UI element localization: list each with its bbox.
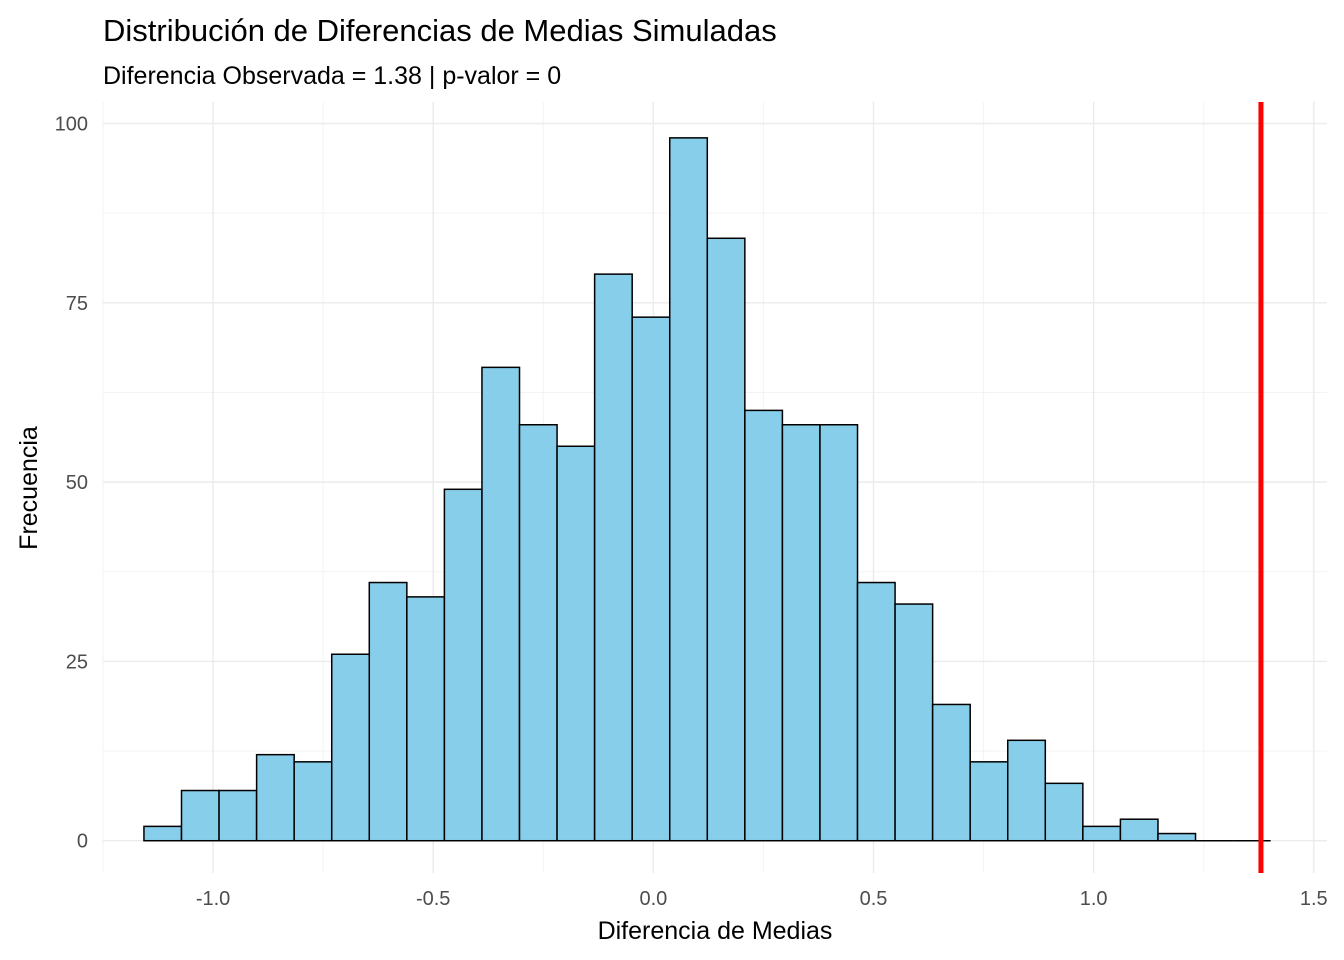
histogram-bar <box>819 423 859 842</box>
histogram-bar <box>293 761 333 842</box>
histogram-bar <box>969 761 1009 842</box>
histogram-bar <box>1082 825 1122 842</box>
histogram-bar <box>406 596 446 842</box>
x-axis-title: Diferencia de Medias <box>598 917 833 945</box>
histogram-bar <box>744 409 784 842</box>
y-tick-label: 75 <box>66 293 88 315</box>
x-tick-label: 0.5 <box>860 888 888 910</box>
y-tick-label: 50 <box>66 472 88 494</box>
histogram-bar <box>180 789 220 842</box>
histogram-bar <box>143 825 183 842</box>
histogram-bar <box>631 316 671 842</box>
x-tick-label: 0.0 <box>639 888 667 910</box>
histogram-bar <box>1006 739 1047 842</box>
histogram-bar <box>1119 818 1159 842</box>
histogram-bar <box>255 753 295 842</box>
histogram-bar <box>593 273 633 842</box>
histogram-bar <box>330 653 371 842</box>
histogram-bar <box>931 703 971 842</box>
y-tick-label: 25 <box>66 651 88 673</box>
histogram-bar <box>894 603 934 842</box>
histogram-bar <box>856 581 896 842</box>
chart-subtitle: Diferencia Observada = 1.38 | p-valor = … <box>103 62 561 90</box>
histogram-bars <box>143 137 1271 842</box>
histogram-bar <box>443 488 483 842</box>
histogram-bar <box>218 789 258 842</box>
histogram-bar <box>368 581 408 842</box>
chart-title: Distribución de Diferencias de Medias Si… <box>103 13 777 48</box>
histogram-bar <box>781 423 821 842</box>
y-tick-label: 0 <box>77 831 88 853</box>
histogram-bar <box>556 445 596 842</box>
x-tick-label: -0.5 <box>416 888 450 910</box>
histogram-bar <box>1044 782 1084 842</box>
histogram-bar <box>518 423 558 842</box>
y-tick-label: 100 <box>55 114 88 136</box>
histogram-bar <box>668 137 709 842</box>
x-axis-ticks: -1.0 -0.5 0.0 0.5 1.0 1.5 <box>196 888 1328 910</box>
y-axis-ticks: 0 25 50 75 100 <box>55 114 88 853</box>
x-tick-label: -1.0 <box>196 888 230 910</box>
x-tick-label: 1.0 <box>1080 888 1108 910</box>
histogram-bar <box>706 237 746 842</box>
histogram-bar <box>1157 832 1197 842</box>
histogram-bar <box>481 366 521 842</box>
x-tick-label: 1.5 <box>1300 888 1328 910</box>
y-axis-title: Frecuencia <box>15 426 43 550</box>
